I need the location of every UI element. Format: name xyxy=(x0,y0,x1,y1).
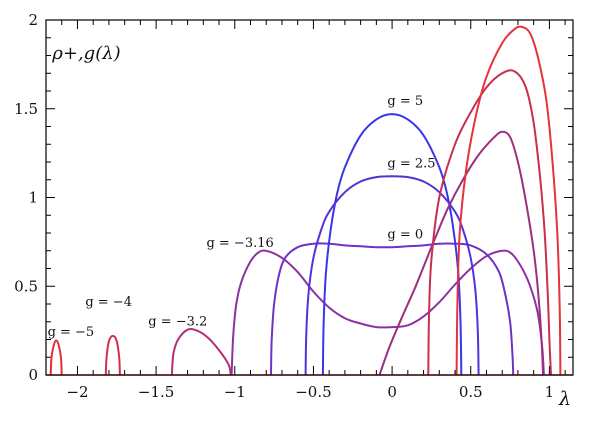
y-axis-title: ρ+,g(λ) xyxy=(51,43,120,64)
series-line-0 xyxy=(49,339,63,376)
x-tick-label: −0.5 xyxy=(295,383,331,401)
curve-annotation: g = 0 xyxy=(387,227,423,242)
y-tick-label: 2 xyxy=(28,11,38,29)
x-axis-title: λ xyxy=(558,388,571,410)
series-line-1 xyxy=(104,334,121,376)
tick-layer xyxy=(45,19,573,376)
series-line-6 xyxy=(321,113,463,376)
y-tick-label: 0.5 xyxy=(14,277,38,295)
series-line-4 xyxy=(270,242,515,376)
curve-annotation: g = −5 xyxy=(48,325,95,340)
x-tick-label: 1 xyxy=(545,383,555,401)
curve-annotation: g = −4 xyxy=(85,295,132,310)
series-line-3 xyxy=(230,249,545,376)
y-tick-label: 1.5 xyxy=(14,100,38,118)
series-line-8 xyxy=(427,69,552,376)
series-line-2 xyxy=(170,328,232,376)
curve-annotation: g = 5 xyxy=(387,94,423,109)
y-tick-label: 0 xyxy=(28,366,38,384)
x-tick-label: −2 xyxy=(66,383,88,401)
y-tick-label: 1 xyxy=(28,189,38,207)
curve-annotation: g = −3.16 xyxy=(206,236,273,251)
series-line-7 xyxy=(378,130,545,376)
plot-frame xyxy=(45,19,574,376)
x-tick-label: 0.5 xyxy=(459,383,483,401)
curve-annotation: g = −3.2 xyxy=(148,314,207,329)
curves-layer xyxy=(46,25,573,376)
series-line-5 xyxy=(304,175,480,376)
x-tick-label: 0 xyxy=(387,383,397,401)
curve-annotation: g = 2.5 xyxy=(387,156,435,171)
x-tick-label: −1.5 xyxy=(138,383,174,401)
labels-layer: −2 −1.5 −1 −0.5 0 0.5 1 0 0.5 1 1.5 2 ρ+,g(λ) g = 5 g … xyxy=(14,11,554,401)
series-line-9 xyxy=(455,25,562,376)
x-tick-label: −1 xyxy=(224,383,246,401)
